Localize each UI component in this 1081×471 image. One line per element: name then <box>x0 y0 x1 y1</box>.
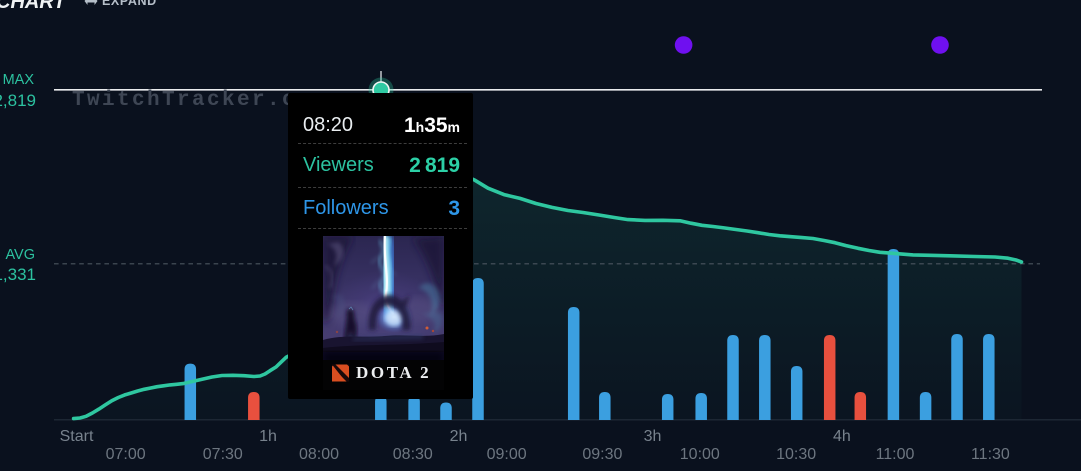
svg-text:DOTA 2: DOTA 2 <box>356 363 431 382</box>
